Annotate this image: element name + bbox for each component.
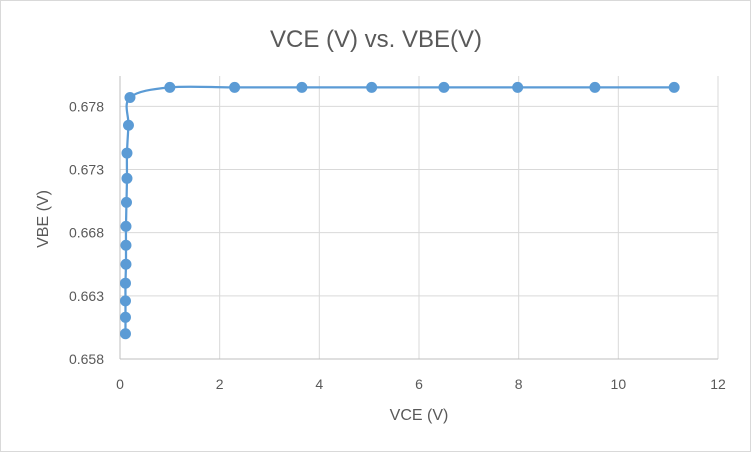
data-point [164, 81, 176, 93]
data-point [120, 220, 132, 232]
x-tick-label: 6 [415, 376, 423, 392]
data-point [120, 239, 132, 251]
x-tick-label: 2 [216, 376, 224, 392]
data-point [120, 196, 132, 208]
series-line [124, 85, 675, 334]
x-tick-label: 12 [710, 376, 726, 392]
tick-layer: 0 2 4 6 8 10 12 0.658 0.663 0.668 0.673 0.678 [69, 98, 726, 392]
data-point [296, 81, 308, 93]
y-tick-label: 0.658 [69, 351, 104, 367]
y-tick-label: 0.663 [69, 288, 104, 304]
point-layer [119, 81, 680, 340]
data-point [119, 328, 131, 340]
x-tick-label: 0 [116, 376, 124, 392]
data-point [122, 119, 134, 131]
data-point [119, 295, 131, 307]
chart-title: VCE (V) vs. VBE(V) [270, 26, 482, 53]
data-point [121, 147, 133, 159]
data-point [589, 81, 601, 93]
y-tick-label: 0.678 [69, 98, 104, 114]
data-point [121, 172, 133, 184]
data-point [119, 277, 131, 289]
data-point [229, 81, 241, 93]
data-point [366, 81, 378, 93]
x-tick-label: 8 [515, 376, 523, 392]
y-tick-label: 0.673 [69, 161, 104, 177]
y-tick-label: 0.668 [69, 225, 104, 241]
data-point [438, 81, 450, 93]
axis-layer [119, 76, 718, 360]
line-layer [124, 85, 675, 334]
x-axis-label: VCE (V) [390, 407, 449, 424]
data-point [124, 91, 136, 103]
data-point [119, 311, 131, 323]
data-point [512, 81, 524, 93]
x-tick-label: 10 [611, 376, 627, 392]
data-point [668, 81, 680, 93]
x-tick-label: 4 [315, 376, 323, 392]
y-axis-label: VBE (V) [35, 190, 52, 248]
data-point [120, 258, 132, 270]
grid-layer [120, 76, 719, 360]
